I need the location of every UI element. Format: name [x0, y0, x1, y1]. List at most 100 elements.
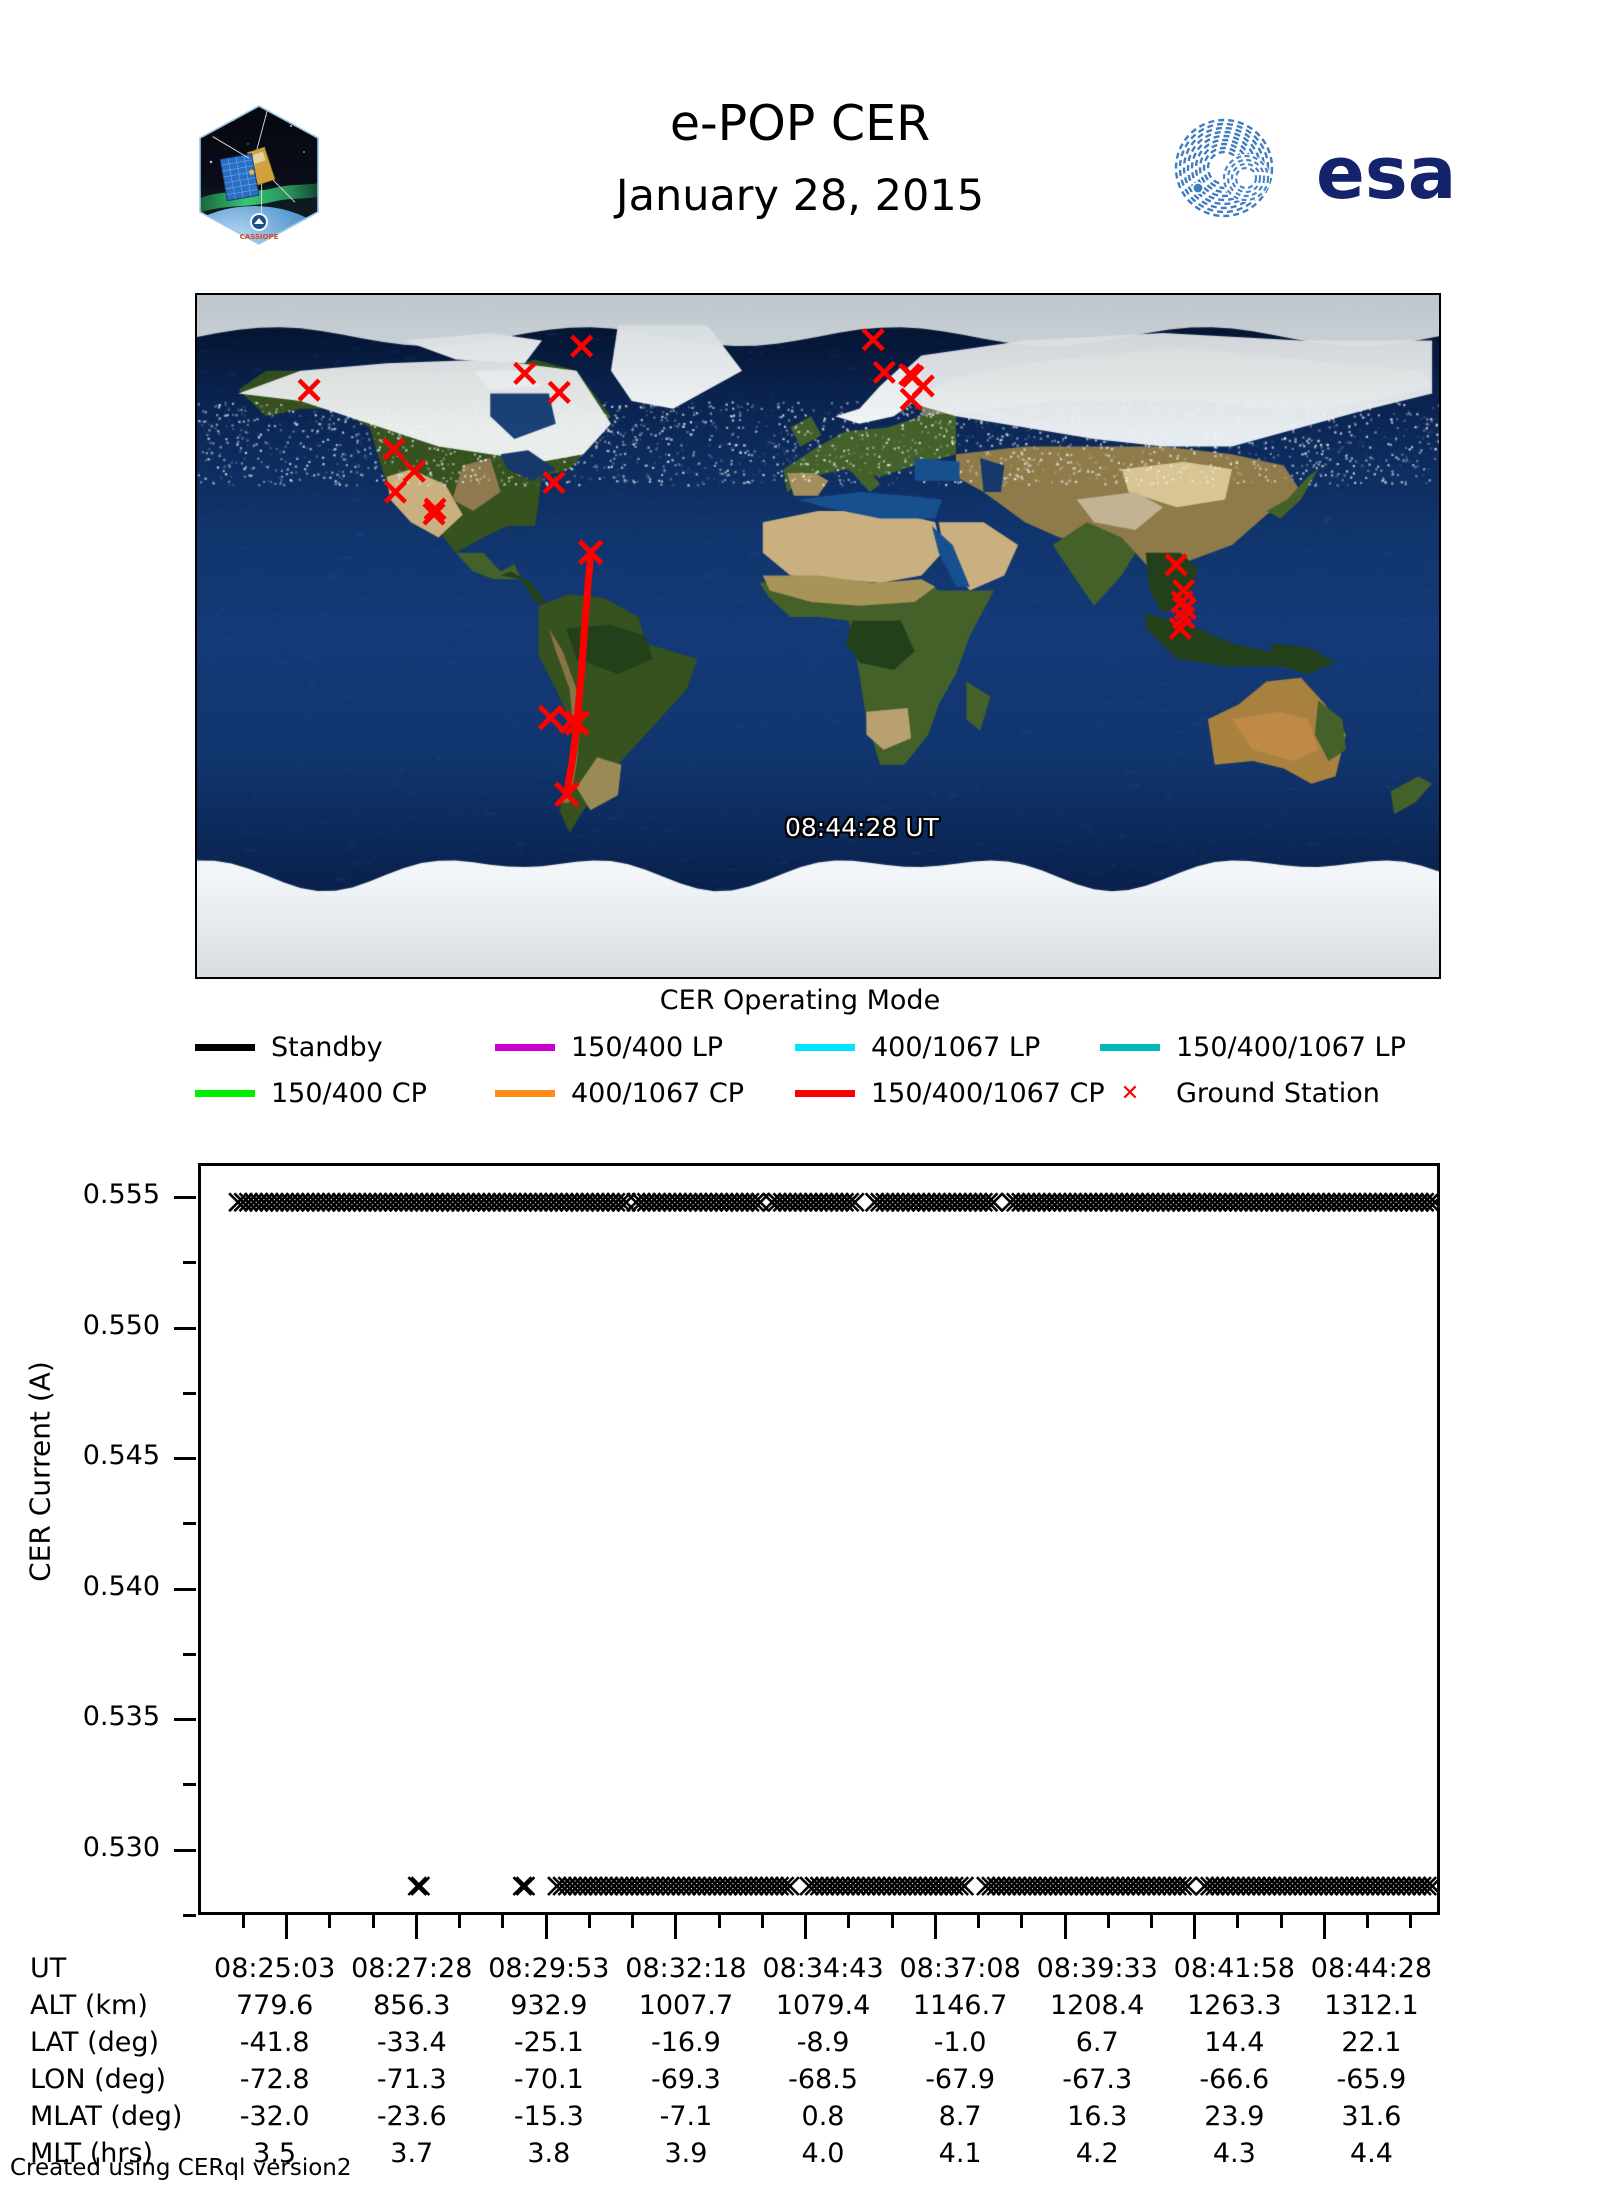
world-map: 08:44:28 UT 08:25:03 UT: [195, 293, 1441, 979]
x-tick-minor: [1236, 1915, 1239, 1928]
table-cell: 23.9: [1166, 2098, 1303, 2135]
ground-station-marker: [1166, 555, 1186, 575]
y-tick-minor: [183, 1392, 196, 1395]
svg-text:CASSIOPE: CASSIOPE: [240, 233, 279, 241]
table-cell: -8.9: [754, 2024, 891, 2061]
x-tick-minor: [1020, 1915, 1023, 1928]
page-subtitle-date: January 28, 2015: [400, 171, 1200, 221]
table-cell: -23.6: [343, 2098, 480, 2135]
y-axis-ticks: 0.530 0.535 0.540 0.545 0.550 0.555: [0, 1163, 198, 1915]
ground-station-marker-icon: ✕: [1100, 1083, 1160, 1105]
data-point-marker: [516, 1877, 534, 1895]
ground-station-marker: [863, 330, 883, 350]
y-tick-major: [174, 1457, 196, 1460]
table-cell: -65.9: [1303, 2061, 1440, 2098]
x-tick-major: [1193, 1915, 1196, 1939]
plot-data-markers: [201, 1166, 1437, 1912]
table-cell: 08:32:18: [617, 1950, 754, 1987]
y-tick-major: [174, 1849, 196, 1852]
table-cell: 08:34:43: [754, 1950, 891, 1987]
table-row-label: LAT (deg): [30, 2024, 206, 2061]
y-tick-label: 0.550: [10, 1310, 160, 1341]
table-cell: -66.6: [1166, 2061, 1303, 2098]
x-tick-major: [674, 1915, 677, 1939]
table-cell: 31.6: [1303, 2098, 1440, 2135]
legend-entry-400-1067-lp: 400/1067 LP: [795, 1032, 1040, 1063]
ground-station-marker: [549, 382, 569, 402]
table-cell: -68.5: [754, 2061, 891, 2098]
y-tick-minor: [183, 1261, 196, 1264]
table-cell: 08:29:53: [480, 1950, 617, 1987]
legend-color-swatch: [495, 1090, 555, 1097]
legend-color-swatch: [1100, 1044, 1160, 1051]
table-cell: 1079.4: [754, 1987, 891, 2024]
table-cell: 16.3: [1029, 2098, 1166, 2135]
legend-entry-standby: Standby: [195, 1032, 383, 1063]
table-row: LAT (deg) -41.8 -33.4 -25.1 -16.9 -8.9 -1.0 6.7…: [30, 2024, 1440, 2061]
x-tick-minor: [1409, 1915, 1412, 1928]
x-tick-minor: [588, 1915, 591, 1928]
table-cell: -25.1: [480, 2024, 617, 2061]
x-tick-major: [545, 1915, 548, 1939]
table-row: UT 08:25:03 08:27:28 08:29:53 08:32:18 08:34:…: [30, 1950, 1440, 1987]
ground-station-marker: [404, 461, 424, 481]
legend-color-swatch: [795, 1090, 855, 1097]
table-cell: -71.3: [343, 2061, 480, 2098]
table-cell: 22.1: [1303, 2024, 1440, 2061]
table-cell: -67.9: [892, 2061, 1029, 2098]
table-cell: 779.6: [206, 1987, 343, 2024]
ground-station-marker: [544, 473, 564, 493]
ground-station-marker: [385, 482, 405, 502]
y-tick-label: 0.530: [10, 1832, 160, 1863]
y-tick-label: 0.540: [10, 1571, 160, 1602]
table-cell: 14.4: [1166, 2024, 1303, 2061]
ground-station-marker: [901, 389, 921, 409]
table-cell: 3.9: [617, 2135, 754, 2172]
ground-station-marker: [572, 336, 592, 356]
table-row-label: MLAT (deg): [30, 2098, 206, 2135]
data-point-marker: [513, 1877, 531, 1895]
legend-label: 150/400/1067 CP: [871, 1078, 1105, 1109]
cassiope-mission-patch-icon: CASSIOPE: [196, 104, 322, 246]
table-cell: 1007.7: [617, 1987, 754, 2024]
legend-title: CER Operating Mode: [0, 985, 1600, 1016]
x-tick-major: [1323, 1915, 1326, 1939]
legend-entry-ground-station: ✕ Ground Station: [1100, 1078, 1380, 1109]
x-tick-minor: [328, 1915, 331, 1928]
y-tick-minor: [183, 1522, 196, 1525]
table-cell: 4.2: [1029, 2135, 1166, 2172]
table-cell: 0.8: [754, 2098, 891, 2135]
table-cell: 08:41:58: [1166, 1950, 1303, 1987]
x-tick-minor: [761, 1915, 764, 1928]
legend-entry-150-400-1067-cp: 150/400/1067 CP: [795, 1078, 1105, 1109]
table-cell: 08:27:28: [343, 1950, 480, 1987]
x-axis-ticks: [198, 1915, 1440, 1941]
table-cell: -15.3: [480, 2098, 617, 2135]
table-cell: -72.8: [206, 2061, 343, 2098]
ground-station-marker: [874, 362, 894, 382]
table-cell: 4.1: [892, 2135, 1029, 2172]
legend-color-swatch: [495, 1044, 555, 1051]
table-cell: 1146.7: [892, 1987, 1029, 2024]
esa-wordmark: esa: [1316, 131, 1456, 215]
x-tick-minor: [458, 1915, 461, 1928]
legend-entry-400-1067-cp: 400/1067 CP: [495, 1078, 744, 1109]
table-cell: 1263.3: [1166, 1987, 1303, 2024]
x-tick-major: [415, 1915, 418, 1939]
legend-entry-150-400-cp: 150/400 CP: [195, 1078, 427, 1109]
legend-label: Standby: [271, 1032, 383, 1063]
table-cell: 3.7: [343, 2135, 480, 2172]
table-row: MLAT (deg) -32.0 -23.6 -15.3 -7.1 0.8 8.7 16.3 2…: [30, 2098, 1440, 2135]
legend-label: 400/1067 CP: [571, 1078, 744, 1109]
map-track-overlay: [197, 295, 1439, 977]
ephemeris-table-inner: UT 08:25:03 08:27:28 08:29:53 08:32:18 08:34:…: [30, 1950, 1440, 2172]
legend-color-swatch: [195, 1044, 255, 1051]
x-tick-minor: [631, 1915, 634, 1928]
y-tick-minor: [183, 1653, 196, 1656]
map-label-end-time: 08:44:28 UT: [785, 813, 939, 842]
legend-label: 400/1067 LP: [871, 1032, 1040, 1063]
table-cell: 08:37:08: [892, 1950, 1029, 1987]
x-tick-major: [1064, 1915, 1067, 1939]
y-tick-major: [174, 1196, 196, 1199]
table-cell: 4.3: [1166, 2135, 1303, 2172]
